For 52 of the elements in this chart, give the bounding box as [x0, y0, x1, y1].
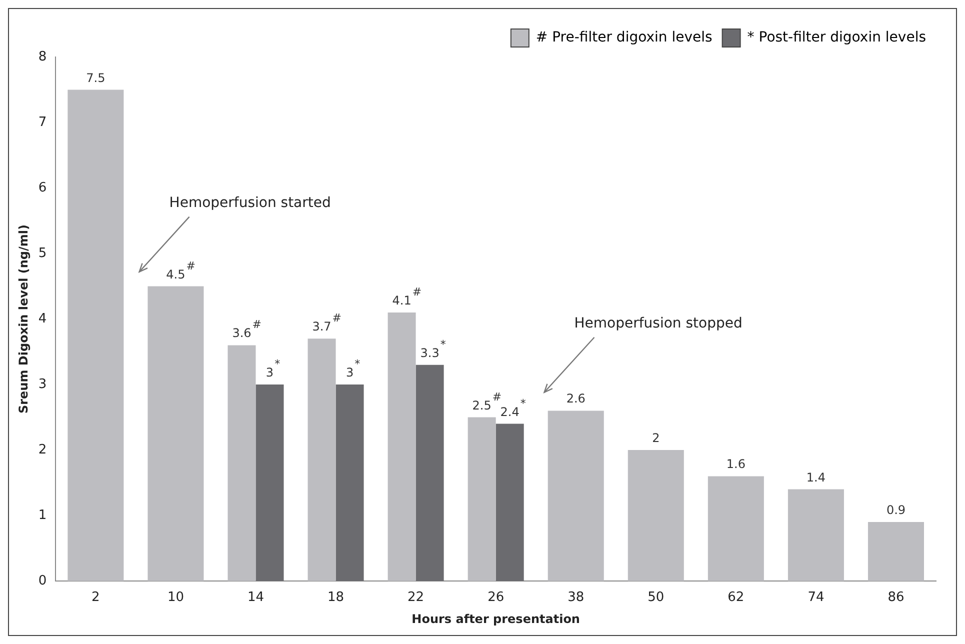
bar: [788, 489, 844, 581]
x-tick-label: 74: [808, 590, 824, 606]
data-label: 2.6: [566, 392, 586, 406]
x-tick-label: 10: [167, 590, 184, 606]
data-label: 7.5: [86, 70, 106, 85]
bar: [256, 384, 284, 581]
y-tick-label: 7: [38, 114, 47, 130]
y-tick-label: 2: [38, 442, 47, 458]
y-tick-label: 3: [38, 376, 47, 392]
x-tick-label: 2: [92, 590, 100, 606]
annotation: Hemoperfusion stopped: [574, 315, 742, 332]
data-label: 2.4*: [500, 396, 526, 419]
x-tick-label: 22: [408, 590, 424, 606]
data-label: 4.1#: [392, 285, 422, 308]
legend-label: * Post-filter digoxin levels: [747, 30, 926, 46]
x-tick-label: 18: [328, 590, 344, 606]
legend-label: # Pre-filter digoxin levels: [536, 30, 712, 46]
annotation: Hemoperfusion started: [169, 194, 331, 211]
data-label: 3*: [346, 358, 361, 380]
data-label: 3*: [266, 358, 281, 380]
y-axis-title: Sreum Digoxin level (ng/ml): [16, 224, 30, 414]
data-label: 2: [652, 431, 660, 445]
data-label: 2.5#: [472, 390, 502, 412]
data-label: 3.7#: [312, 312, 342, 334]
bar: [68, 90, 124, 581]
y-tick-label: 6: [38, 180, 47, 196]
y-tick-label: 8: [38, 49, 47, 64]
bar: [416, 364, 444, 581]
x-tick-label: 38: [568, 590, 584, 606]
bar: [548, 410, 604, 581]
data-label: 3.6#: [232, 318, 262, 340]
x-tick-label: 62: [728, 590, 744, 606]
data-label: 3.3*: [420, 338, 446, 360]
y-tick-label: 4: [38, 311, 47, 326]
x-tick-label: 26: [488, 590, 504, 606]
y-tick-label: 5: [38, 246, 47, 261]
x-tick-label: 86: [888, 590, 904, 606]
bar: [148, 286, 204, 581]
bar: [628, 450, 684, 581]
y-tick-label: 1: [38, 508, 47, 523]
x-axis-title: Hours after presentation: [412, 612, 580, 626]
data-label: 1.4: [806, 470, 826, 484]
x-tick-label: 14: [247, 590, 264, 606]
bar: [868, 522, 924, 581]
bar: [496, 424, 524, 581]
data-label: 4.5#: [166, 259, 196, 282]
y-tick-label: 0: [38, 573, 47, 588]
bar: [708, 476, 764, 581]
x-tick-label: 50: [648, 590, 664, 606]
data-label: 1.6: [726, 457, 746, 472]
bar: [336, 384, 364, 581]
data-label: 0.9: [886, 503, 906, 518]
